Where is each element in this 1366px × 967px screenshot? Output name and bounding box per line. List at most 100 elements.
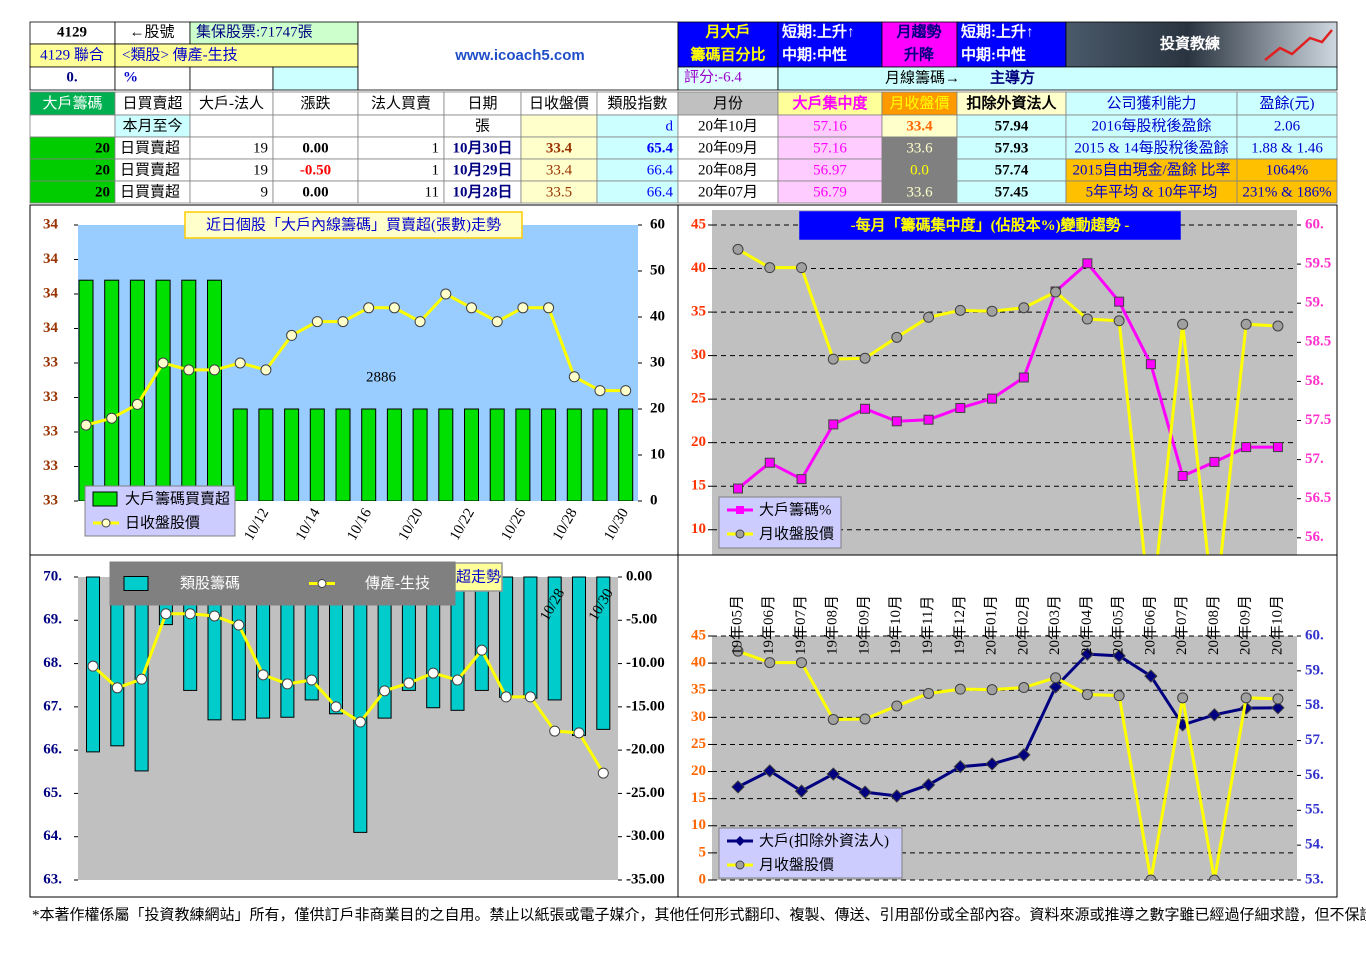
y2-tick-label: 57.5 [1305, 412, 1331, 428]
title-box [454, 562, 503, 592]
point [476, 644, 488, 656]
cell-text: 20年09月 [698, 139, 758, 156]
point [597, 767, 609, 779]
y2-tick-label: -15.00 [626, 698, 665, 714]
cell-text: 月份 [713, 95, 743, 112]
x-tick-label: 20年03月 [1046, 595, 1063, 655]
cell-text: 0.0 [910, 162, 929, 178]
cell-text: 19 [253, 162, 268, 178]
point [794, 784, 809, 798]
x-tick-label: 20年05月 [1110, 595, 1127, 655]
point [87, 660, 99, 672]
y-tick-label: 5 [699, 844, 707, 860]
point [517, 302, 529, 314]
bar [592, 408, 608, 501]
point [549, 725, 561, 737]
point [858, 785, 872, 799]
point [763, 764, 777, 778]
y-tick-label: 40 [691, 655, 706, 671]
point [1113, 690, 1125, 702]
cell-text: 33.4 [546, 162, 573, 178]
cell-text: 66.4 [647, 162, 674, 178]
y-tick-label: 64. [43, 828, 62, 844]
site-logo: www.icoach5.com [454, 47, 585, 64]
point [826, 767, 840, 781]
legend-swatch [92, 491, 118, 507]
cell-text: 11 [425, 184, 439, 200]
point [1240, 318, 1252, 330]
x-tick-label: 19年05月 [728, 595, 745, 655]
legend-marker [735, 860, 745, 870]
cell-text: -0.50 [300, 162, 331, 178]
cell-text: 0. [66, 69, 78, 85]
point [923, 414, 934, 425]
point [764, 657, 776, 669]
cell-text: 57.74 [995, 162, 1029, 178]
cell-text: 日買賣超 [120, 161, 180, 178]
point [796, 474, 807, 485]
bar [258, 408, 274, 501]
y2-tick-label: 59. [1305, 662, 1324, 678]
x-tick-label: 20年02月 [1014, 595, 1031, 655]
y2-tick-label: 60 [650, 216, 665, 232]
point [1177, 471, 1188, 482]
y2-tick-label: -30.00 [626, 828, 665, 844]
point [1018, 372, 1029, 383]
y2-tick-label: 0 [650, 492, 658, 508]
cell-text: 10月29日 [452, 161, 512, 178]
y-tick-label: 35 [691, 682, 706, 698]
point [427, 667, 439, 679]
cell-text: 33.6 [906, 184, 933, 200]
point [827, 714, 839, 726]
point [106, 412, 118, 424]
chart-title: 近日個股「大戶內線籌碼」買賣超(張數)走勢 [206, 216, 501, 233]
y-tick-label: 33 [43, 354, 58, 370]
cell-text: 本月至今 [122, 117, 182, 134]
point [891, 700, 903, 712]
y-tick-label: 66. [43, 742, 62, 758]
y2-tick-label: 56. [1305, 529, 1324, 545]
point [1018, 302, 1030, 314]
x-tick-label: 20年01月 [983, 595, 1000, 655]
point [859, 352, 871, 364]
cell-text: 33.6 [906, 140, 933, 156]
y-tick-label: 25 [691, 736, 706, 752]
y2-tick-label: 59.5 [1305, 256, 1331, 272]
bar [547, 576, 562, 701]
cell-text: 4129 [57, 24, 87, 40]
x-tick-label: 20年04月 [1078, 595, 1095, 655]
cell-text: 20年07月 [698, 183, 758, 200]
y2-tick-label: 59. [1305, 295, 1324, 311]
point [184, 608, 196, 620]
point [388, 302, 400, 314]
x-tick-label: 19年12月 [951, 595, 968, 655]
brand-logo [1065, 21, 1338, 68]
point [860, 403, 871, 414]
point [452, 674, 463, 686]
bar [309, 408, 325, 501]
cell-text: <類股> 傳產-生技 [122, 46, 238, 63]
legend-label: 大戶籌碼% [759, 501, 832, 518]
y-tick-label: 34 [43, 320, 59, 336]
cell-text: 中期:中性 [782, 45, 847, 63]
bar [499, 576, 514, 698]
y-tick-label: 10 [691, 521, 706, 537]
y2-tick-label: -20.00 [626, 742, 665, 758]
title-box [799, 211, 1181, 240]
point [891, 331, 903, 343]
bar [129, 279, 145, 501]
cell-text: 20年08月 [698, 161, 758, 178]
point [1114, 296, 1125, 307]
y-tick-label: 33 [43, 458, 58, 474]
y-tick-label: 30 [691, 347, 706, 363]
y2-tick-label: 40 [650, 308, 665, 324]
cell-text: 日期 [467, 95, 497, 112]
footer-note: *本著作權係屬「投資教練網站」所有，僅供訂戶非商業目的之自用。禁止以紙張或電子媒… [32, 905, 1366, 923]
point [796, 657, 808, 669]
point [500, 691, 512, 703]
point [890, 789, 904, 803]
cell-text: 主導方 [990, 68, 1035, 86]
cell-text: 日買賣超 [122, 95, 182, 112]
cell-text: 扣除外資法人 [966, 94, 1057, 112]
y-tick-label: 25 [691, 391, 706, 407]
